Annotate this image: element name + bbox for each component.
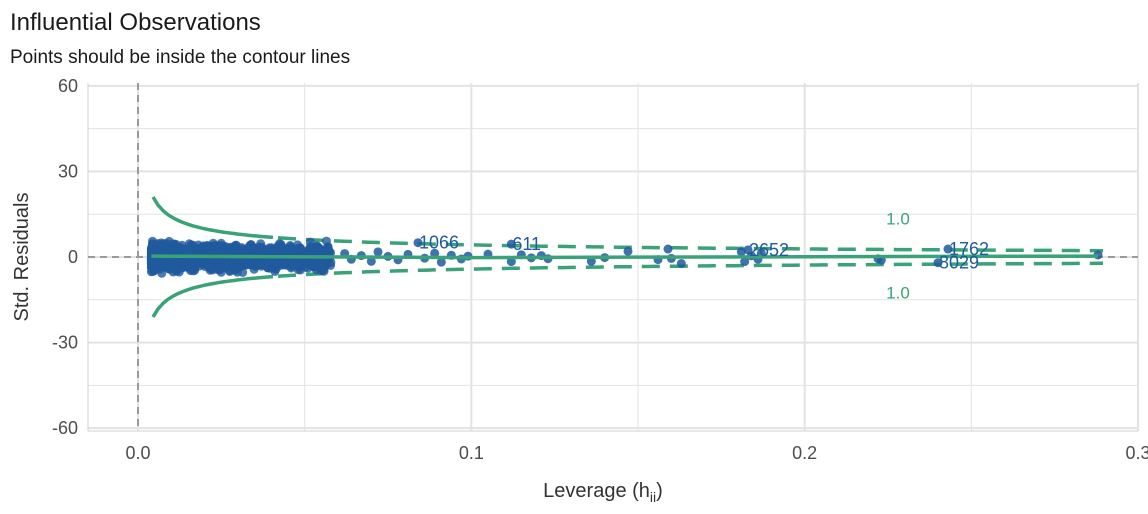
cluster-point bbox=[326, 261, 336, 270]
cluster-point bbox=[305, 237, 315, 247]
cluster-point bbox=[276, 241, 286, 251]
cluster-point bbox=[295, 244, 305, 254]
y-tick-label: 30 bbox=[58, 161, 78, 181]
data-point bbox=[623, 246, 633, 256]
cluster-point bbox=[186, 240, 196, 250]
data-point bbox=[436, 257, 446, 267]
cluster-point bbox=[237, 243, 247, 253]
data-point bbox=[586, 256, 596, 266]
x-axis-label-subscript: ii bbox=[650, 489, 656, 505]
data-point bbox=[740, 257, 750, 267]
x-axis-label: Leverage (hii) bbox=[543, 480, 663, 505]
labeled-point-1762 bbox=[943, 244, 953, 254]
chart-subtitle: Points should be inside the contour line… bbox=[10, 47, 350, 68]
cluster-point bbox=[206, 244, 216, 254]
labeled-point-611 bbox=[506, 239, 516, 249]
x-axis-label-main: Leverage (h bbox=[543, 480, 650, 502]
cluster-point bbox=[225, 267, 235, 276]
cluster-point bbox=[309, 260, 319, 270]
y-axis-ticks: 60 30 0 -30 -60 bbox=[52, 76, 78, 438]
labeled-point-1066 bbox=[413, 238, 423, 248]
cluster-point bbox=[220, 245, 230, 255]
labeled-point-2652 bbox=[743, 245, 753, 255]
x-tick-label: 0.2 bbox=[792, 443, 817, 463]
x-axis-label-close: ) bbox=[656, 480, 663, 502]
upper-contour-dashed bbox=[277, 235, 1103, 253]
x-axis-ticks: 0.0 0.1 0.2 0.3 bbox=[125, 443, 1148, 463]
y-tick-label: 0 bbox=[68, 247, 78, 267]
data-point bbox=[663, 244, 673, 254]
cluster-point bbox=[215, 265, 225, 275]
data-point bbox=[373, 247, 383, 257]
cluster-point bbox=[308, 245, 318, 255]
cluster-point bbox=[168, 260, 178, 270]
cooks-distance-contours bbox=[151, 196, 1103, 318]
lower-contour-solid bbox=[151, 274, 274, 318]
cluster-point bbox=[230, 261, 240, 271]
labeled-point-8029 bbox=[933, 258, 943, 268]
data-point bbox=[430, 248, 440, 258]
smooth-fit-line bbox=[151, 254, 1099, 260]
y-tick-label: -60 bbox=[52, 418, 78, 438]
cluster-point bbox=[230, 241, 240, 251]
data-point bbox=[676, 259, 686, 269]
point-label-1762: 1762 bbox=[949, 239, 989, 259]
y-tick-label: 60 bbox=[58, 76, 78, 96]
x-tick-label: 0.0 bbox=[125, 443, 150, 463]
contour-label: 1.0 bbox=[886, 284, 910, 303]
cluster-point bbox=[269, 257, 279, 267]
cluster-point bbox=[147, 243, 157, 253]
loess-line bbox=[151, 254, 1099, 260]
data-point bbox=[366, 256, 376, 266]
chart-title: Influential Observations bbox=[10, 9, 261, 36]
contour-labels: 1.0 1.0 bbox=[886, 209, 910, 302]
point-label-611: 611 bbox=[512, 234, 541, 254]
x-tick-label: 0.3 bbox=[1125, 443, 1148, 463]
point-label-8029: 8029 bbox=[939, 253, 979, 273]
lower-contour-dashed bbox=[277, 261, 1103, 279]
point-label-1066: 1066 bbox=[419, 233, 459, 253]
cluster-point bbox=[195, 259, 205, 268]
cluster-point bbox=[280, 257, 290, 267]
point-label-2652: 2652 bbox=[749, 240, 789, 260]
contour-label: 1.0 bbox=[886, 209, 910, 228]
cluster-point bbox=[264, 247, 274, 257]
data-point bbox=[506, 257, 516, 267]
x-tick-label: 0.1 bbox=[459, 443, 484, 463]
cluster-point bbox=[194, 243, 204, 253]
y-tick-label: -30 bbox=[52, 333, 78, 353]
y-axis-label: Std. Residuals bbox=[11, 193, 33, 322]
upper-contour-solid bbox=[151, 196, 274, 240]
